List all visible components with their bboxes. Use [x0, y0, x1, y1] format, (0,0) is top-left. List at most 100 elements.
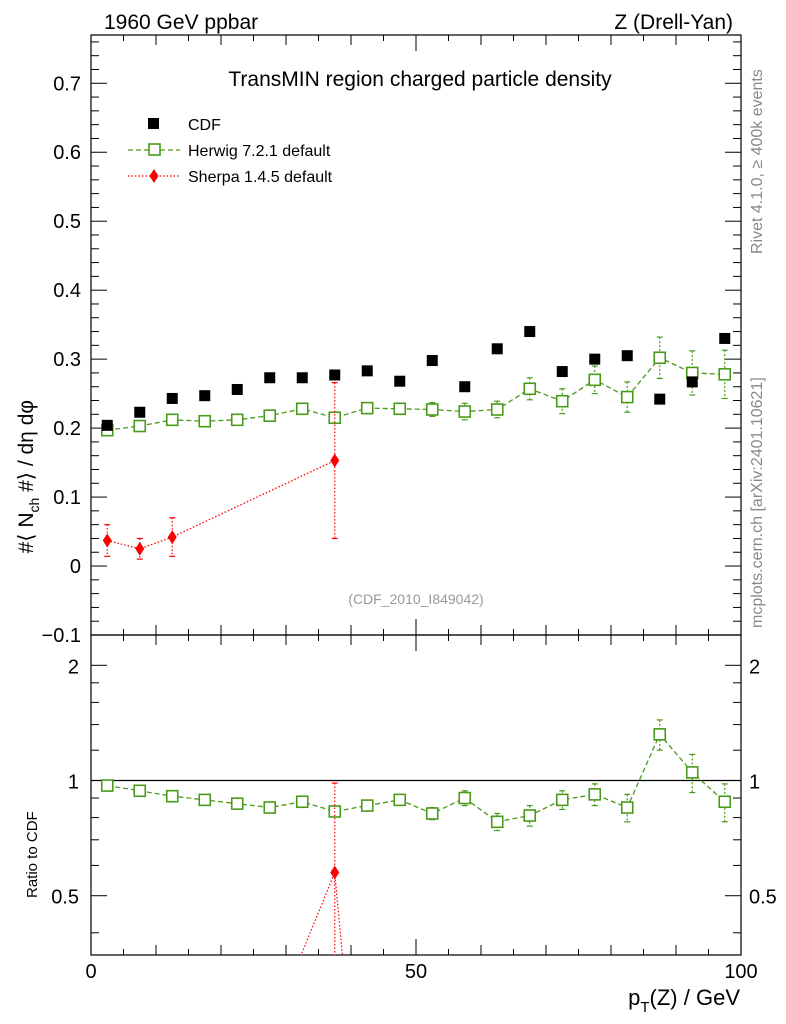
main-y-axis-label: #⟨ Nch #⟩ / dη dφ: [15, 400, 42, 553]
ratio-sherpa-line: [334, 872, 343, 955]
ratio-herwig-point: [230, 797, 244, 810]
ratio-herwig-point: [588, 788, 602, 801]
ratio-y-tick-label: 1: [68, 772, 79, 794]
cdf-point: [426, 355, 438, 367]
ratio-herwig-point: [393, 793, 407, 807]
legend-herwig-marker: [148, 143, 161, 156]
cdf-point: [264, 372, 276, 384]
ratio-sherpa-line: [300, 872, 336, 955]
ratio-y-tick-label-right: 0.5: [749, 887, 777, 909]
herwig-point: [718, 368, 732, 381]
ratio-herwig-point: [263, 801, 277, 814]
analysis-watermark: (CDF_2010_I849042): [348, 591, 483, 607]
herwig-point: [653, 351, 667, 365]
herwig-point: [588, 373, 602, 387]
herwig-point: [230, 413, 244, 427]
sherpa-point: [102, 533, 112, 548]
ratio-herwig-point: [685, 766, 699, 779]
main-plot-title: TransMIN region charged particle density: [228, 68, 612, 91]
herwig-point: [393, 402, 407, 416]
main-y-tick-label: 0.3: [53, 349, 81, 371]
cdf-point: [491, 343, 503, 355]
sherpa-point: [167, 530, 177, 545]
ratio-y-tick-label: 0.5: [51, 887, 79, 909]
x-tick-label: 100: [724, 961, 757, 983]
herwig-point: [133, 419, 147, 433]
main-y-tick-label: 0.5: [53, 211, 81, 233]
cdf-point: [361, 365, 373, 377]
ratio-y-axis-label: Ratio to CDF: [24, 811, 41, 898]
cdf-point: [686, 376, 698, 388]
cdf-point: [621, 350, 633, 362]
main-y-tick-label: 0.7: [53, 73, 81, 95]
cdf-point: [589, 353, 601, 365]
x-tick-label: 0: [85, 961, 96, 983]
main-y-tick-label: 0.6: [53, 142, 81, 164]
legend-herwig-label: Herwig 7.2.1 default: [188, 143, 331, 160]
ratio-sherpa-point: [330, 865, 340, 880]
legend-sherpa-marker: [149, 169, 159, 183]
ratio-herwig-point: [133, 784, 147, 798]
cdf-point: [166, 392, 178, 404]
mcplots-credit-label: mcplots.cern.ch [arXiv:2401.10621]: [749, 377, 766, 628]
rivet-version-label: Rivet 4.1.0, ≥ 400k events: [749, 69, 766, 254]
main-y-tick-label: 0.1: [53, 487, 81, 509]
cdf-point: [524, 326, 536, 338]
x-tick-label: 50: [405, 961, 427, 983]
main-y-tick-label: −0.1: [42, 625, 81, 647]
ratio-herwig-point: [100, 779, 114, 792]
ratio-herwig-point: [425, 807, 439, 820]
herwig-point: [425, 403, 439, 416]
herwig-point: [263, 409, 277, 422]
cdf-point: [296, 372, 308, 384]
header-process-label: Z (Drell-Yan): [614, 11, 733, 34]
cdf-point: [556, 366, 568, 378]
cdf-point: [134, 406, 146, 418]
herwig-point: [198, 414, 212, 428]
cdf-point: [231, 383, 243, 395]
ratio-herwig-point: [718, 795, 732, 809]
ratio-y-tick-label-right: 2: [749, 656, 760, 678]
ratio-herwig-point: [295, 795, 309, 809]
herwig-point: [490, 403, 504, 416]
main-y-tick-label: 0.2: [53, 418, 81, 440]
ratio-y-tick-label-right: 1: [749, 772, 760, 794]
ratio-herwig-point: [490, 815, 504, 829]
ratio-herwig-point: [458, 791, 472, 805]
ratio-herwig-point: [523, 809, 537, 822]
ratio-herwig-point: [653, 728, 667, 741]
ratio-plot-frame: [90, 634, 742, 956]
sherpa-line: [107, 459, 336, 550]
main-y-axis-label-post: #⟩ / dη dφ: [15, 400, 38, 498]
sherpa-point: [135, 541, 145, 556]
ratio-herwig-point: [198, 793, 212, 807]
herwig-point: [523, 382, 537, 396]
header-energy-label: 1960 GeV ppbar: [104, 11, 258, 34]
legend-cdf-label: CDF: [188, 117, 221, 134]
main-y-axis-label-sub: ch: [26, 498, 42, 513]
main-y-tick-label: 0.4: [53, 280, 81, 302]
x-axis-label-sub: T: [640, 999, 649, 1016]
cdf-point: [459, 381, 471, 393]
herwig-point: [555, 394, 569, 408]
cdf-point: [654, 393, 666, 405]
x-axis-label-post: (Z) / GeV: [650, 985, 741, 1010]
herwig-point: [458, 405, 472, 418]
sherpa-point: [330, 453, 340, 468]
ratio-herwig-point: [165, 789, 179, 803]
herwig-point: [360, 401, 374, 415]
ratio-herwig-point: [555, 793, 569, 807]
cdf-point: [719, 332, 731, 344]
cdf-point: [394, 375, 406, 387]
ratio-herwig-point: [360, 799, 374, 812]
cdf-point: [199, 390, 211, 402]
x-axis-label: pT(Z) / GeV: [628, 985, 740, 1016]
herwig-point: [165, 413, 179, 427]
cdf-point: [329, 369, 341, 381]
herwig-point: [620, 390, 634, 404]
main-y-tick-label: 0: [70, 556, 81, 578]
x-axis-label-pre: p: [628, 985, 640, 1010]
ratio-herwig-point: [620, 801, 634, 814]
herwig-point: [295, 402, 309, 416]
ratio-y-tick-label: 2: [68, 656, 79, 678]
